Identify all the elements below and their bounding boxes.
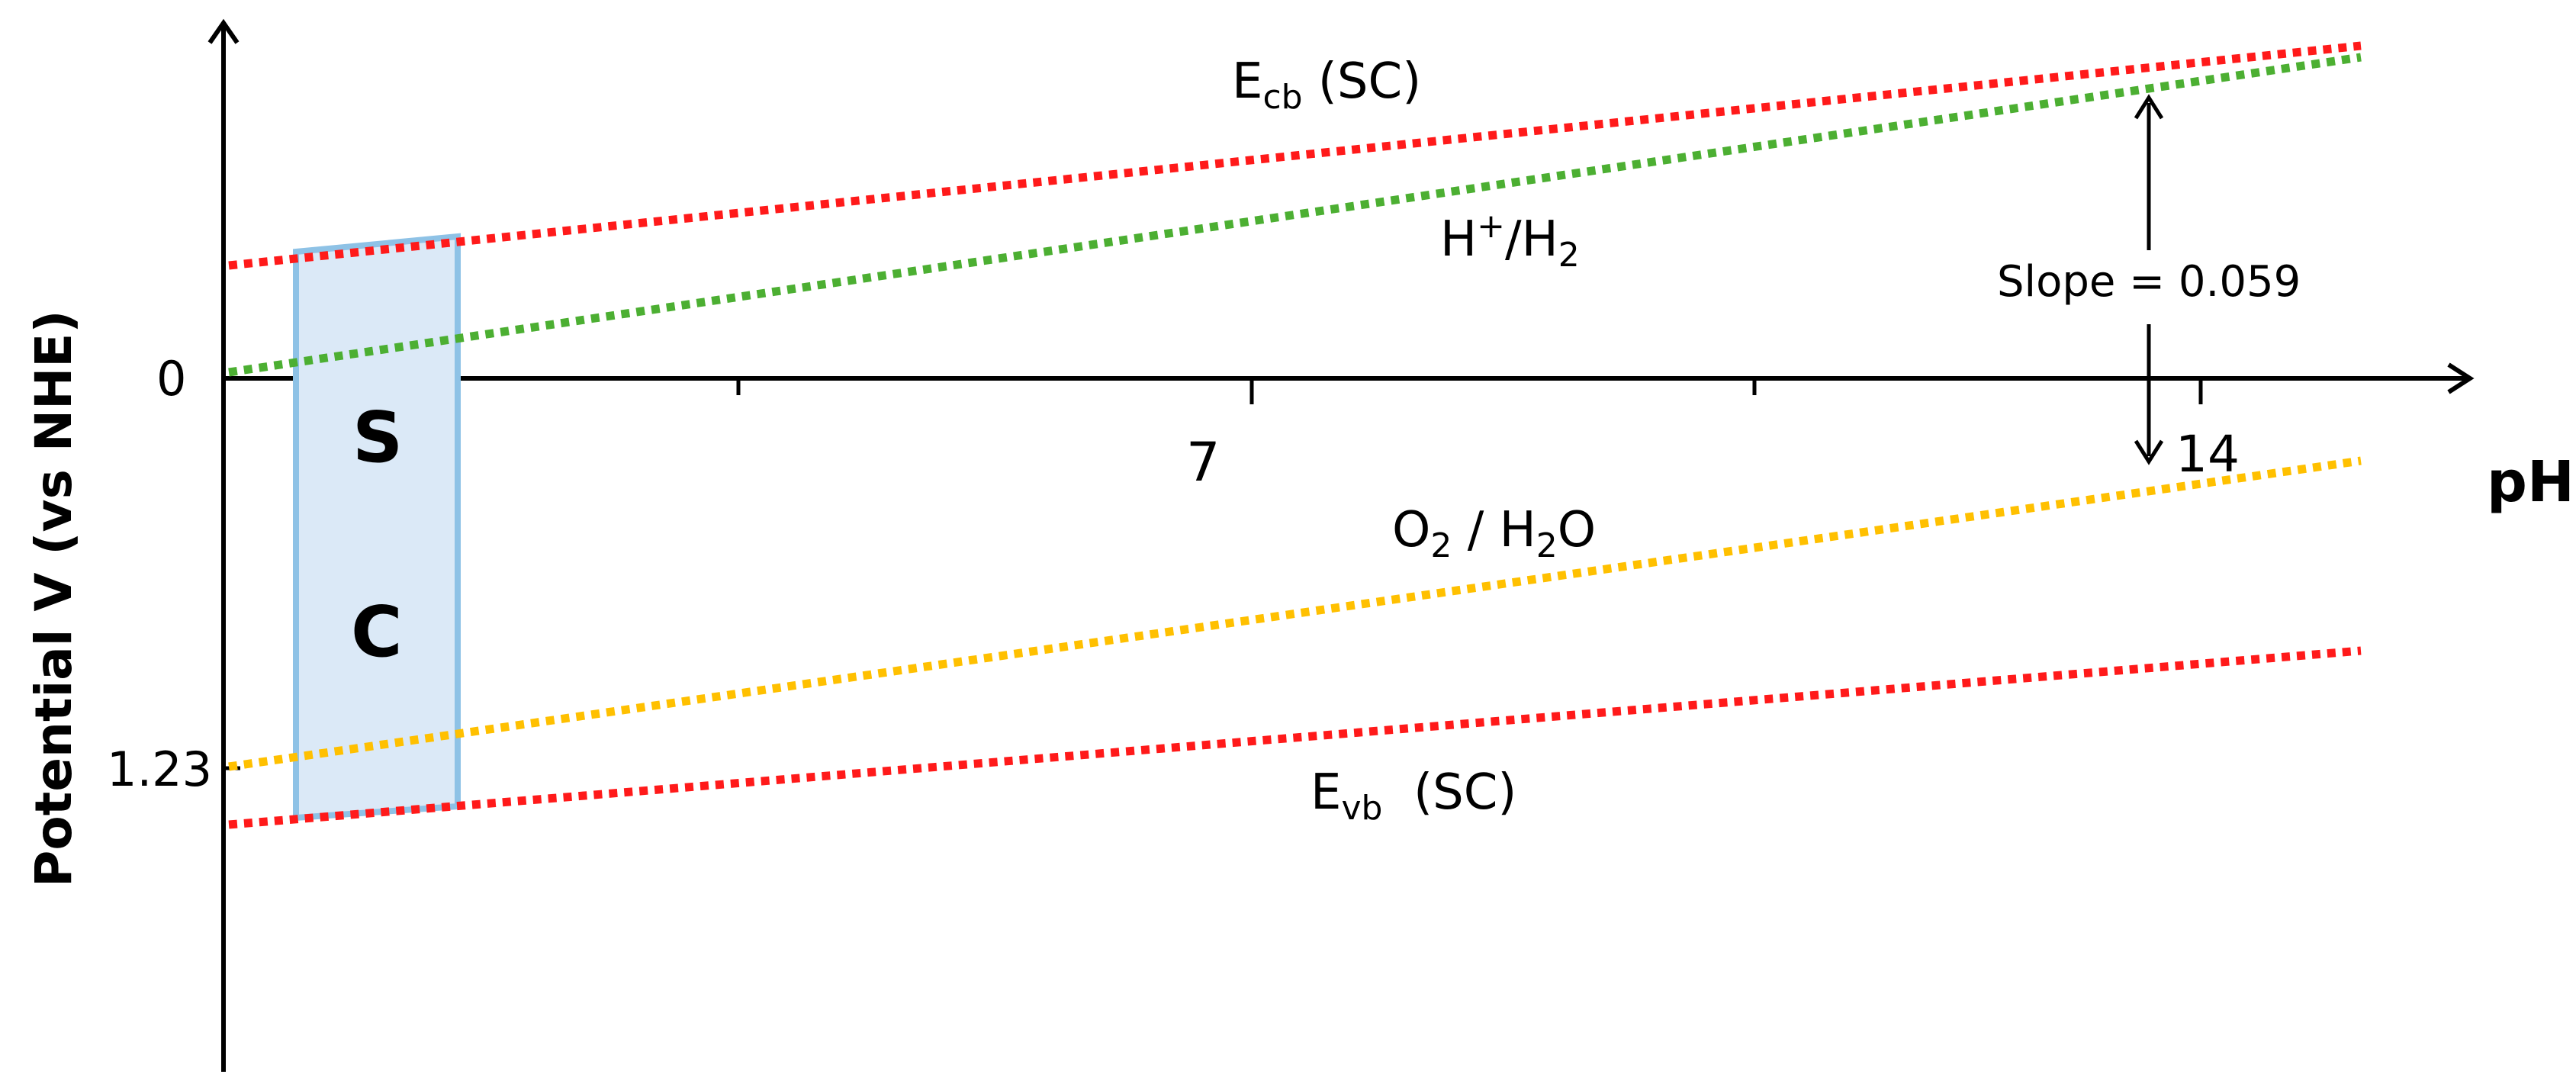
h2-label-sub: 2 (1558, 236, 1580, 275)
arrow-down-icon (2134, 439, 2164, 465)
x-axis-arrow-icon (2447, 362, 2475, 394)
y-axis-title: Potential V (vs NHE) (24, 310, 83, 887)
ecb-label-suffix: (SC) (1303, 53, 1422, 110)
h2-line (228, 53, 2362, 377)
o2-label-main: O (1392, 502, 1430, 558)
h2-label-mid: /H (1505, 211, 1558, 268)
o2-label: O2 / H2O (1392, 502, 1596, 565)
evb-label: Evb (SC) (1311, 764, 1516, 828)
evb-label-suffix: (SC) (1382, 764, 1516, 821)
o2-label-end: O (1558, 502, 1596, 558)
ecb-line (228, 41, 2362, 270)
ecb-label: Ecb (SC) (1232, 53, 1421, 117)
slope-label: Slope = 0.059 (1997, 257, 2301, 307)
y-axis-arrow-icon (207, 18, 240, 44)
arrow-up-icon (2134, 94, 2164, 120)
sc-box (293, 233, 461, 822)
y-tick-label-0: 0 (156, 351, 186, 407)
x-tick-label-14: 14 (2176, 425, 2240, 484)
ecb-label-sub: cb (1262, 78, 1302, 117)
evb-label-main: E (1311, 764, 1341, 821)
y-tick-label-1-23: 1.23 (107, 741, 212, 797)
h2-label: H+/H2 (1440, 207, 1580, 275)
x-axis-title: pH (2487, 449, 2574, 515)
o2-label-sub2: 2 (1536, 526, 1558, 565)
evb-label-sub: vb (1341, 789, 1382, 828)
h2-label-sup: + (1477, 207, 1505, 246)
o2-line (228, 456, 2362, 771)
evb-line (228, 646, 2362, 829)
h2-label-main: H (1440, 211, 1477, 268)
ecb-label-main: E (1232, 53, 1262, 110)
o2-label-sub: 2 (1430, 526, 1452, 565)
o2-label-suffix: / H (1452, 502, 1536, 558)
x-tick-label-7: 7 (1186, 431, 1220, 494)
sc-letter-c: C (351, 591, 403, 673)
sc-letter-s: S (352, 397, 403, 478)
